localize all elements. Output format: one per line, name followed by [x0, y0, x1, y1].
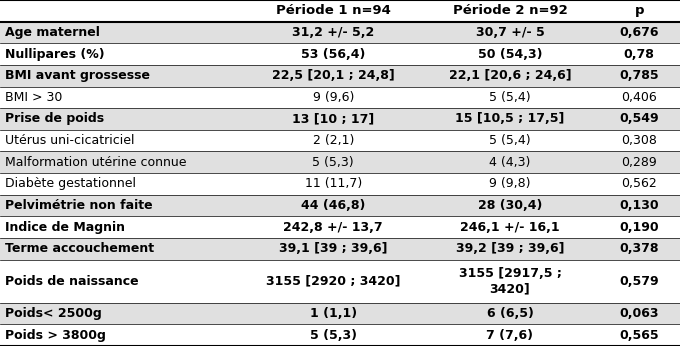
Text: 31,2 +/- 5,2: 31,2 +/- 5,2 [292, 26, 374, 39]
Text: 0,78: 0,78 [624, 47, 655, 61]
Text: 5 (5,4): 5 (5,4) [489, 134, 531, 147]
Text: 0,785: 0,785 [619, 69, 659, 82]
Text: Période 1 n=94: Période 1 n=94 [276, 4, 390, 17]
Text: 0,406: 0,406 [622, 91, 657, 104]
Bar [0, 21, 680, 43]
Text: 50 (54,3): 50 (54,3) [478, 47, 542, 61]
Text: Période 2 n=92: Période 2 n=92 [453, 4, 567, 17]
Text: 0,562: 0,562 [622, 177, 657, 190]
Text: 44 (46,8): 44 (46,8) [301, 199, 365, 212]
Text: 5 (5,4): 5 (5,4) [489, 91, 531, 104]
Text: Pelvimétrie non faite: Pelvimétrie non faite [5, 199, 153, 212]
Text: 39,1 [39 ; 39,6]: 39,1 [39 ; 39,6] [279, 242, 388, 255]
Text: 22,5 [20,1 ; 24,8]: 22,5 [20,1 ; 24,8] [272, 69, 394, 82]
Text: 15 [10,5 ; 17,5]: 15 [10,5 ; 17,5] [456, 112, 564, 126]
Text: 0,378: 0,378 [619, 242, 659, 255]
Bar [0, 152, 680, 173]
Text: Age maternel: Age maternel [5, 26, 101, 39]
Bar [0, 130, 680, 152]
Text: BMI avant grossesse: BMI avant grossesse [5, 69, 150, 82]
Text: 0,190: 0,190 [619, 220, 659, 234]
Bar [0, 108, 680, 130]
Text: Terme accouchement: Terme accouchement [5, 242, 154, 255]
Bar [0, 86, 680, 108]
Bar [0, 260, 680, 303]
Text: Utérus uni-cicatriciel: Utérus uni-cicatriciel [5, 134, 135, 147]
Text: 1 (1,1): 1 (1,1) [309, 307, 357, 320]
Text: 7 (7,6): 7 (7,6) [486, 329, 534, 342]
Bar [0, 65, 680, 86]
Bar [0, 303, 680, 325]
Text: 30,7 +/- 5: 30,7 +/- 5 [475, 26, 545, 39]
Text: Poids< 2500g: Poids< 2500g [5, 307, 102, 320]
Text: 3155 [2920 ; 3420]: 3155 [2920 ; 3420] [266, 275, 401, 288]
Text: 9 (9,6): 9 (9,6) [313, 91, 354, 104]
Text: Nullipares (%): Nullipares (%) [5, 47, 105, 61]
Text: Malformation utérine connue: Malformation utérine connue [5, 156, 187, 169]
Text: 53 (56,4): 53 (56,4) [301, 47, 365, 61]
Text: 22,1 [20,6 ; 24,6]: 22,1 [20,6 ; 24,6] [449, 69, 571, 82]
Text: 5 (5,3): 5 (5,3) [309, 329, 357, 342]
Text: Poids de naissance: Poids de naissance [5, 275, 139, 288]
Text: 39,2 [39 ; 39,6]: 39,2 [39 ; 39,6] [456, 242, 564, 255]
Text: 0,565: 0,565 [619, 329, 659, 342]
Text: 2 (2,1): 2 (2,1) [313, 134, 354, 147]
Text: Poids > 3800g: Poids > 3800g [5, 329, 106, 342]
Text: Indice de Magnin: Indice de Magnin [5, 220, 125, 234]
Text: 5 (5,3): 5 (5,3) [312, 156, 354, 169]
Text: BMI > 30: BMI > 30 [5, 91, 63, 104]
Text: p: p [634, 4, 644, 17]
Bar [0, 238, 680, 260]
Bar [0, 325, 680, 346]
Text: 9 (9,8): 9 (9,8) [489, 177, 531, 190]
Bar [0, 0, 680, 21]
Text: 3155 [2917,5 ;
3420]: 3155 [2917,5 ; 3420] [458, 267, 562, 295]
Text: 0,579: 0,579 [619, 275, 659, 288]
Text: 4 (4,3): 4 (4,3) [490, 156, 530, 169]
Text: 246,1 +/- 16,1: 246,1 +/- 16,1 [460, 220, 560, 234]
Text: 13 [10 ; 17]: 13 [10 ; 17] [292, 112, 374, 126]
Bar [0, 194, 680, 216]
Text: 0,676: 0,676 [619, 26, 659, 39]
Bar [0, 173, 680, 194]
Text: 0,308: 0,308 [622, 134, 657, 147]
Text: 6 (6,5): 6 (6,5) [487, 307, 533, 320]
Text: 0,289: 0,289 [622, 156, 657, 169]
Text: 28 (30,4): 28 (30,4) [478, 199, 542, 212]
Text: Diabète gestationnel: Diabète gestationnel [5, 177, 137, 190]
Text: 0,549: 0,549 [619, 112, 659, 126]
Text: 242,8 +/- 13,7: 242,8 +/- 13,7 [284, 220, 383, 234]
Text: Prise de poids: Prise de poids [5, 112, 105, 126]
Bar [0, 216, 680, 238]
Text: 11 (11,7): 11 (11,7) [305, 177, 362, 190]
Bar [0, 43, 680, 65]
Text: 0,063: 0,063 [619, 307, 659, 320]
Text: 0,130: 0,130 [619, 199, 659, 212]
